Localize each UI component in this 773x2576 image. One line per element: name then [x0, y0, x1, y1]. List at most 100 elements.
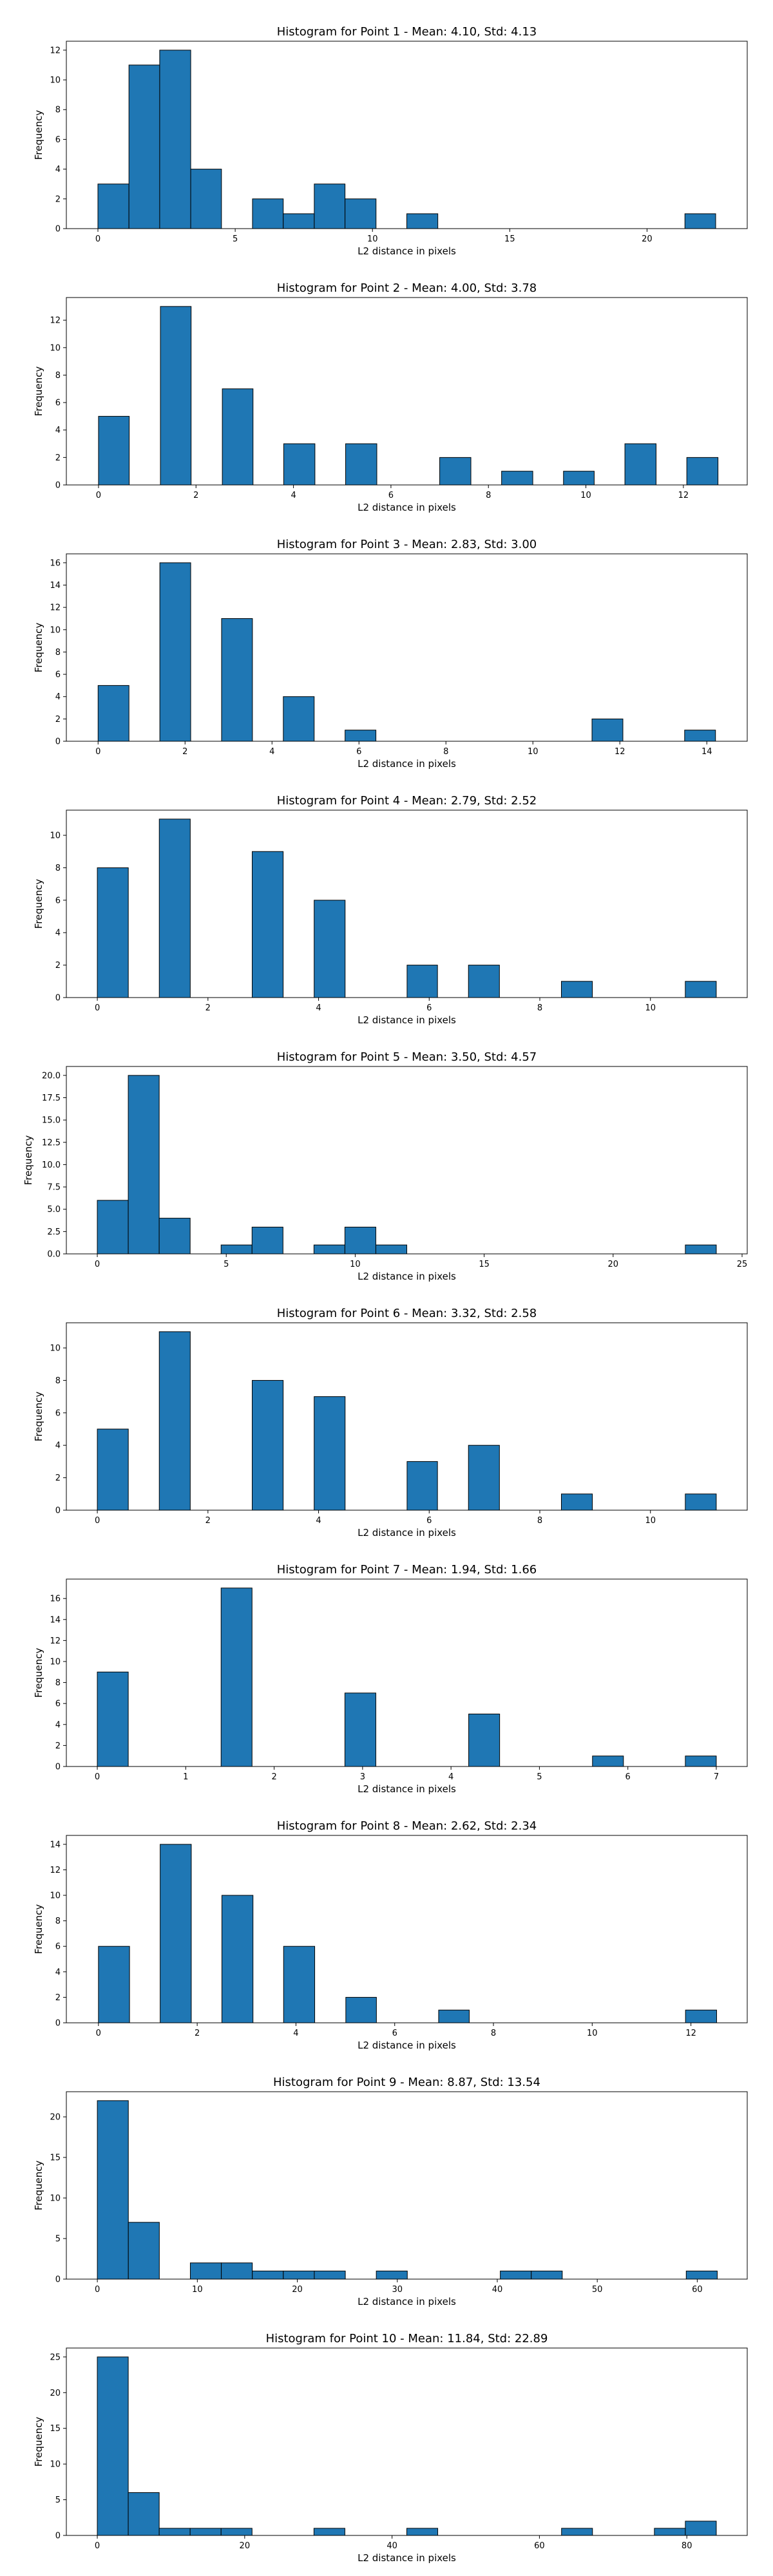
histogram-bar [560, 1493, 593, 1511]
histogram-bar [221, 1895, 254, 2023]
y-tick-label: 6 [55, 670, 61, 680]
histogram-bar [252, 851, 284, 998]
y-tick-label: 6 [55, 1408, 61, 1418]
plot-frame [66, 41, 748, 229]
y-axis-label: Frequency [23, 1135, 34, 1186]
histogram-bar [406, 2528, 439, 2536]
y-tick-label: 12 [50, 46, 61, 55]
histogram-panel: Histogram for Point 7 - Mean: 1.94, Std:… [33, 1563, 748, 1795]
y-axis-label: Frequency [33, 2161, 44, 2211]
y-tick-label: 2 [55, 453, 61, 463]
y-tick-label: 14 [50, 581, 61, 591]
histogram-bar [98, 415, 130, 486]
x-tick-label: 0 [96, 2029, 101, 2038]
x-tick-label: 6 [388, 491, 394, 500]
x-tick-label: 6 [356, 747, 361, 757]
histogram-bar [686, 457, 719, 486]
x-tick-label: 0 [96, 491, 101, 500]
x-axis-label: L2 distance in pixels [358, 502, 456, 513]
y-tick-label: 0 [55, 737, 61, 747]
y-tick-label: 5 [55, 2496, 61, 2505]
y-tick-label: 2 [55, 961, 61, 971]
y-tick-label: 0 [55, 2275, 61, 2285]
histogram-bar [97, 685, 129, 742]
y-tick-label: 10 [50, 2194, 61, 2204]
y-tick-label: 4 [55, 929, 61, 938]
histogram-bar [685, 981, 717, 998]
histogram-bar [128, 2222, 160, 2280]
x-axis-label: L2 distance in pixels [358, 245, 456, 257]
y-tick-label: 6 [55, 1942, 61, 1952]
histogram-bar [283, 696, 315, 742]
histogram-panel: Histogram for Point 5 - Mean: 3.50, Std:… [23, 1050, 748, 1282]
x-tick-label: 0 [95, 1003, 100, 1013]
x-tick-label: 4 [316, 1516, 321, 1526]
histogram-bar [158, 2528, 191, 2536]
y-tick-label: 10 [50, 2460, 61, 2470]
plot-frame [66, 553, 748, 742]
x-tick-label: 40 [492, 2285, 503, 2295]
y-tick-label: 8 [55, 106, 61, 115]
histogram-bar [563, 471, 595, 486]
x-tick-label: 10 [587, 2029, 598, 2038]
histogram-bar [500, 2270, 532, 2280]
y-tick-label: 4 [55, 692, 61, 702]
y-axis-label: Frequency [33, 879, 44, 929]
y-tick-label: 8 [55, 1376, 61, 1386]
x-axis-label: L2 distance in pixels [358, 2040, 456, 2051]
y-tick-label: 2 [55, 194, 61, 204]
y-tick-label: 5.0 [47, 1205, 61, 1215]
y-tick-label: 2 [55, 1741, 61, 1751]
histogram-panel: Histogram for Point 6 - Mean: 3.32, Std:… [33, 1307, 748, 1539]
y-tick-label: 2 [55, 715, 61, 724]
histogram-bar [406, 965, 438, 998]
histogram-panel: Histogram for Point 3 - Mean: 2.83, Std:… [33, 538, 748, 770]
histogram-bar [159, 562, 191, 742]
histogram-bar [189, 2528, 222, 2536]
x-axis-label: L2 distance in pixels [358, 1014, 456, 1026]
x-tick-label: 30 [392, 2285, 403, 2295]
y-tick-label: 4 [55, 1441, 61, 1451]
y-tick-label: 12 [50, 316, 61, 326]
histogram-bar [221, 2262, 253, 2280]
x-tick-label: 4 [293, 2029, 298, 2038]
histogram-bar [314, 900, 346, 998]
histogram-bar [97, 867, 129, 998]
histogram-bar [406, 213, 439, 229]
x-tick-label: 6 [392, 2029, 397, 2038]
histogram-bar [654, 2528, 686, 2536]
chart-title: Histogram for Point 7 - Mean: 1.94, Std:… [277, 1563, 537, 1577]
y-tick-label: 0 [55, 225, 61, 234]
chart-title: Histogram for Point 4 - Mean: 2.79, Std:… [277, 794, 537, 808]
histogram-bar [591, 718, 624, 742]
y-tick-label: 4 [55, 426, 61, 435]
y-tick-label: 2 [55, 1473, 61, 1483]
histogram-bar [344, 1692, 376, 1767]
histogram-bar [314, 184, 346, 229]
y-tick-label: 0 [55, 1763, 61, 1772]
chart-title: Histogram for Point 9 - Mean: 8.87, Std:… [273, 2076, 540, 2089]
x-axis-label: L2 distance in pixels [358, 758, 456, 770]
x-tick-label: 4 [448, 1772, 453, 1782]
x-tick-label: 0 [95, 2285, 100, 2295]
histogram-bar [345, 198, 377, 229]
histogram-bar [252, 2270, 284, 2280]
histogram-bar [468, 1444, 500, 1511]
x-tick-label: 5 [537, 1772, 542, 1782]
x-tick-label: 80 [682, 2541, 692, 2551]
histogram-bar [160, 306, 192, 486]
y-tick-label: 6 [55, 135, 61, 145]
histogram-bar [283, 2270, 315, 2280]
x-tick-label: 3 [360, 1772, 365, 1782]
x-tick-label: 2 [195, 2029, 200, 2038]
plot-frame [66, 297, 748, 486]
histogram-bar [189, 2262, 222, 2280]
y-tick-label: 10.0 [42, 1160, 61, 1170]
y-tick-label: 14 [50, 1615, 61, 1625]
y-tick-label: 4 [55, 165, 61, 175]
x-tick-label: 10 [350, 1260, 361, 1269]
x-axis-label: L2 distance in pixels [358, 1527, 456, 1539]
x-tick-label: 20 [642, 234, 653, 244]
y-axis-label: Frequency [33, 1392, 44, 1442]
